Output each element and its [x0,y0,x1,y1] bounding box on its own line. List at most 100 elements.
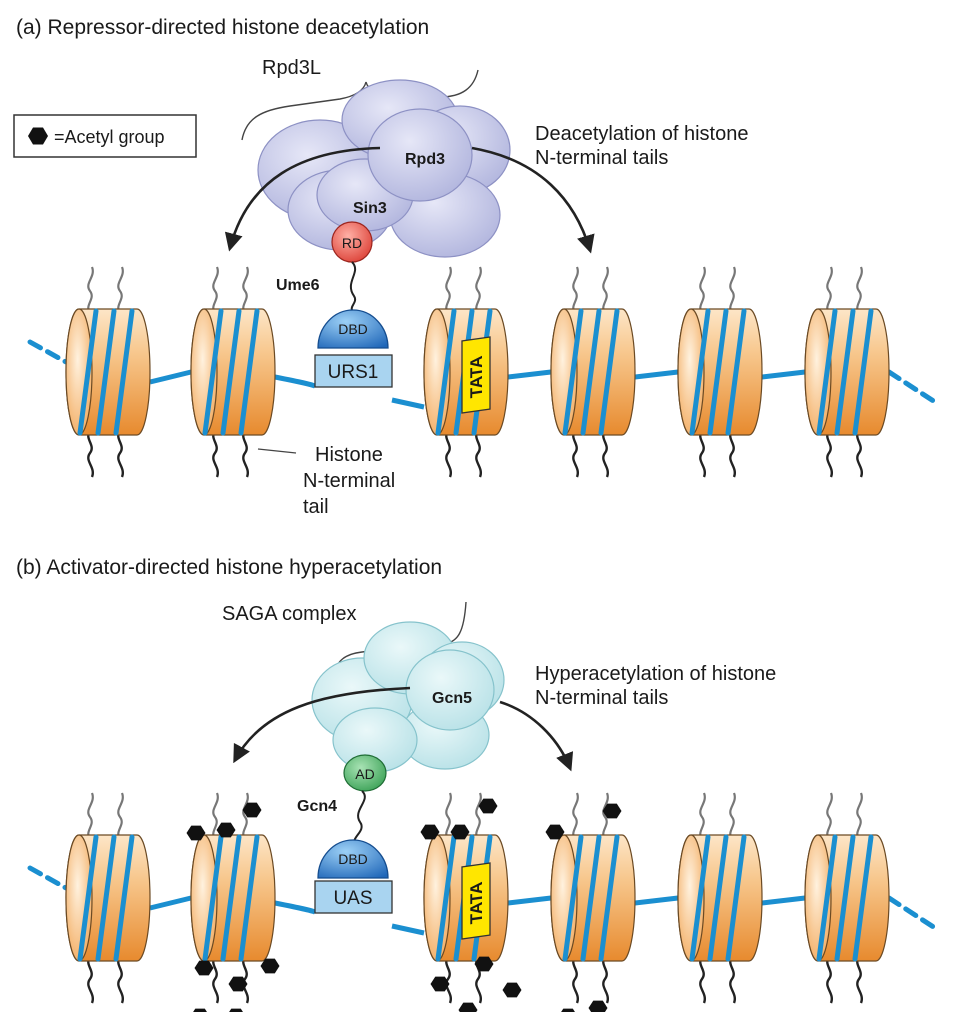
rpd3l-label: Rpd3L [262,57,321,79]
nucleosome [190,266,276,478]
histone-tail [572,792,579,840]
acetyl-group [474,956,494,972]
dna-wrap [435,308,457,436]
histone-tail [826,956,834,1004]
rpd3-label: Rpd3 [405,151,445,168]
ume6-label: Ume6 [276,277,320,294]
dna-wrap [202,308,224,436]
dna-wrap [834,308,856,436]
histone-tail [212,266,219,314]
histone-tail [242,792,249,840]
tata-box: TATA [461,862,491,940]
nucleosome [65,266,151,478]
linker-dna [761,369,806,380]
linker-dna [274,900,316,915]
dbd-b-label: DBD [338,851,368,867]
linker-dna-right [886,369,938,405]
chromatin-a: TATA [27,266,938,478]
histone-tail [475,792,482,840]
acetyl-group [242,802,262,818]
arrow-left-b [233,686,411,764]
panel-b-title: (b) Activator-directed histone hyperacet… [16,556,442,579]
histone-tail [445,956,453,1004]
histone-tail [87,792,94,840]
dna-wrap [202,834,224,962]
histone-tail [445,792,452,840]
dna-wrap [580,834,602,962]
gcn4-linker [353,790,366,843]
histone-tail [699,266,706,314]
histone-tail [475,266,482,314]
histone-tail [572,956,580,1004]
dna-wrap [598,308,620,436]
dna-wrap [113,308,135,436]
acetyl-group [228,976,248,992]
histone-tail [572,430,580,478]
histone-tail [729,266,736,314]
linker-dna [507,369,552,380]
deacetylation-label-line2: N-terminal tails [535,147,668,169]
ad-domain [343,754,387,792]
arrow-right-b [499,700,574,772]
linker-dna [391,397,425,410]
dna-wrap [852,834,874,962]
nucleosome [677,792,763,1004]
linker-dna [634,895,679,906]
dbd-a [317,309,389,349]
gcn5-label: Gcn5 [432,690,472,707]
histone-tail [475,430,483,478]
arrow-left-a [224,146,381,252]
dna-wrap [77,834,99,962]
tata-rect [461,336,491,414]
histone-tail [699,956,707,1004]
histone-tail [699,792,706,840]
histone-tail [242,430,250,478]
acetyl-group [186,825,206,841]
deacetylation-label-line1: Deacetylation of histone [535,123,748,145]
histone-tail [242,266,249,314]
histone-tail [856,956,864,1004]
nucleosome [804,266,890,478]
nucleosome [550,792,636,1004]
tata-label: TATA [467,881,486,925]
dbd-b [317,839,389,879]
linker-dna-left [27,865,69,891]
histone-tail [826,266,833,314]
histone-tail [117,956,125,1004]
nucleosome [677,266,763,478]
histone-tail [445,430,453,478]
rd-label: RD [342,235,362,251]
histone-tail [729,430,737,478]
histone-tail [856,792,863,840]
histone-tail [602,430,610,478]
acetyl-group [430,976,450,992]
linker-dna [149,895,192,911]
tata-rect [461,862,491,940]
histone-tail [117,792,124,840]
dna-wrap [852,308,874,436]
uas-label: UAS [333,888,372,909]
tail-label-line1: Histone [315,444,383,466]
histone-tail [445,266,452,314]
dna-wrap [816,308,838,436]
dna-wrap [598,834,620,962]
nucleosome [190,792,276,1004]
histone-tail [117,266,124,314]
urs1-label: URS1 [328,362,379,383]
nucleosome [804,792,890,1004]
histone-tail [602,266,609,314]
dna-wrap [95,308,117,436]
dna-wrap [562,308,584,436]
urs1-box [314,354,393,388]
acetyl-group [502,982,522,998]
histone-tail [242,956,250,1004]
histone-tail [602,792,609,840]
acetyl-group [193,1008,207,1012]
nucleosome [550,266,636,478]
dna-wrap [834,834,856,962]
dna-wrap [238,308,260,436]
acetyl-group [229,1008,243,1012]
acetyl-group [545,824,565,840]
dna-wrap [725,308,747,436]
